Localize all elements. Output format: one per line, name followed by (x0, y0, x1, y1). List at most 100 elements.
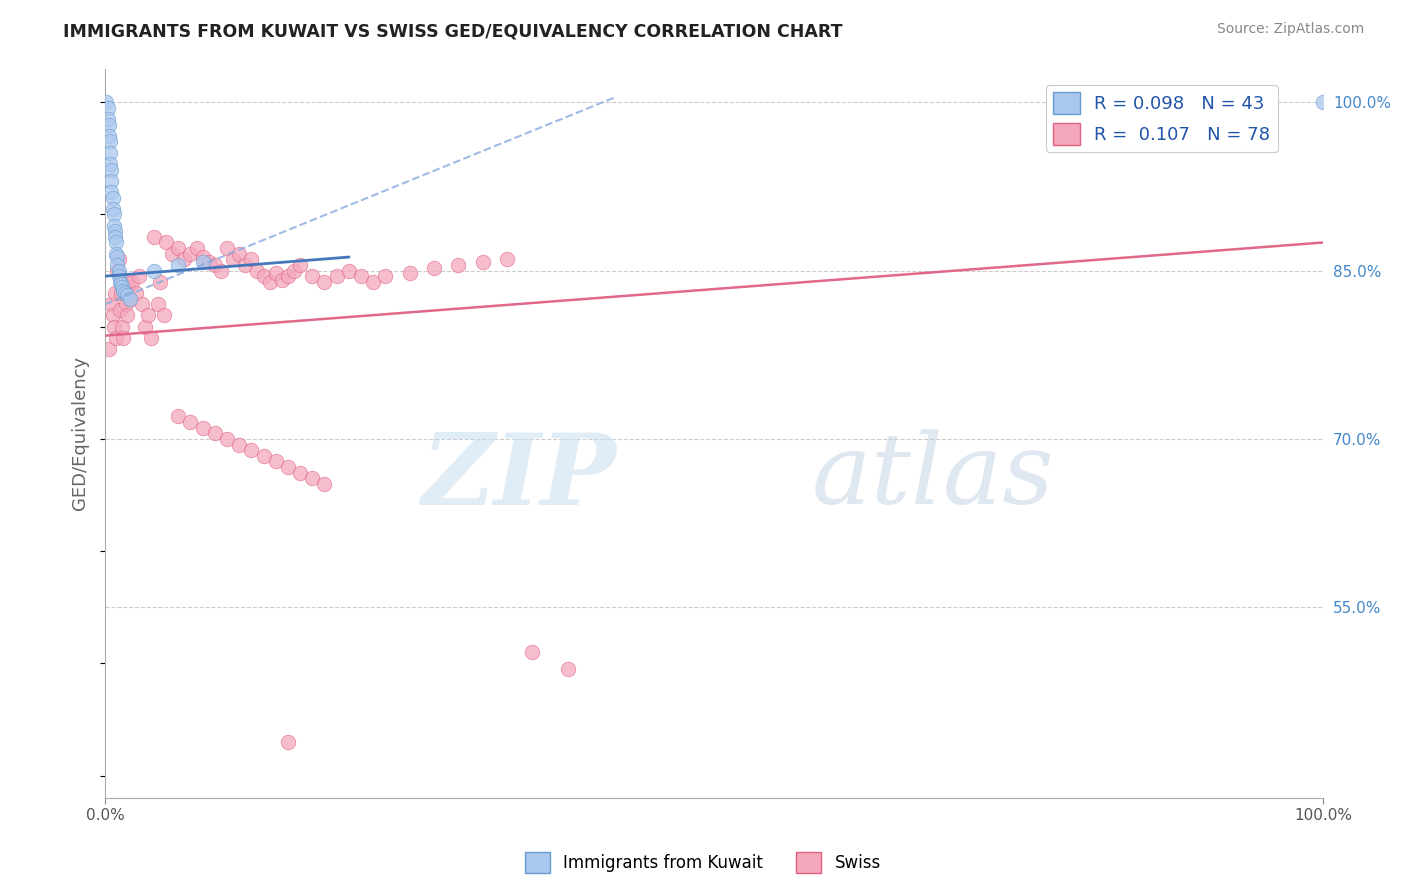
Point (131, 297, 153, 311)
Point (118, 292, 141, 306)
Point (277, 735, 299, 749)
Point (108, 275, 131, 289)
Point (100, 174, 122, 188)
Point (288, 466, 311, 480)
Point (167, 258, 190, 272)
Point (97, 118, 120, 132)
Point (301, 471, 323, 485)
Point (104, 230, 127, 244)
Point (398, 266, 420, 280)
Point (101, 191, 124, 205)
Point (111, 319, 134, 334)
Point (110, 285, 132, 300)
Point (149, 275, 172, 289)
Point (447, 258, 470, 272)
Point (101, 202, 124, 216)
Point (186, 241, 208, 255)
Point (107, 252, 129, 267)
Point (520, 645, 543, 659)
Point (115, 297, 138, 311)
Point (252, 269, 274, 284)
Point (105, 246, 128, 260)
Point (301, 269, 323, 284)
Point (117, 280, 139, 294)
Point (264, 454, 287, 468)
Point (1312, 95, 1334, 110)
Point (105, 263, 128, 277)
Point (252, 449, 274, 463)
Point (283, 263, 305, 277)
Text: ZIP: ZIP (422, 429, 617, 525)
Point (141, 331, 163, 345)
Point (288, 258, 311, 272)
Point (112, 331, 135, 345)
Point (314, 275, 336, 289)
Point (167, 241, 190, 255)
Point (134, 319, 156, 334)
Point (128, 269, 150, 284)
Point (215, 432, 238, 446)
Point (259, 275, 281, 289)
Point (173, 252, 195, 267)
Point (270, 272, 292, 286)
Text: Source: ZipAtlas.com: Source: ZipAtlas.com (1216, 22, 1364, 37)
Y-axis label: GED/Equivalency: GED/Equivalency (72, 356, 89, 510)
Point (361, 275, 384, 289)
Point (222, 252, 245, 267)
Point (105, 250, 128, 264)
Point (108, 302, 131, 317)
Point (179, 415, 201, 429)
Point (103, 319, 125, 334)
Point (246, 263, 269, 277)
Point (496, 252, 519, 267)
Point (118, 292, 141, 306)
Point (264, 266, 287, 280)
Point (240, 252, 263, 267)
Point (107, 269, 129, 284)
Point (98, 157, 121, 171)
Point (146, 297, 169, 311)
Point (124, 285, 146, 300)
Point (112, 284, 135, 298)
Point (136, 309, 159, 323)
Point (107, 263, 129, 277)
Point (105, 331, 128, 345)
Legend: R = 0.098   N = 43, R =  0.107   N = 78: R = 0.098 N = 43, R = 0.107 N = 78 (1046, 85, 1278, 153)
Point (97, 112, 120, 126)
Point (104, 285, 127, 300)
Point (114, 285, 136, 300)
Point (103, 219, 125, 233)
Point (191, 420, 214, 434)
Legend: Immigrants from Kuwait, Swiss: Immigrants from Kuwait, Swiss (519, 846, 887, 880)
Point (98, 145, 121, 160)
Point (97, 342, 120, 356)
Point (277, 460, 299, 475)
Point (155, 235, 177, 250)
Point (105, 258, 128, 272)
Point (101, 309, 124, 323)
Point (115, 288, 138, 302)
Point (233, 258, 256, 272)
Point (204, 258, 226, 272)
Point (179, 246, 201, 260)
Point (152, 309, 174, 323)
Point (100, 162, 122, 177)
Point (96, 95, 118, 110)
Point (110, 277, 132, 291)
Point (471, 254, 494, 268)
Point (167, 409, 190, 424)
Point (209, 263, 232, 277)
Point (100, 185, 122, 199)
Point (111, 280, 134, 294)
Point (423, 261, 446, 276)
Point (325, 269, 347, 284)
Point (191, 250, 214, 264)
Point (142, 263, 165, 277)
Point (557, 662, 579, 676)
Point (204, 426, 226, 441)
Point (374, 269, 396, 284)
Point (215, 241, 238, 255)
Point (100, 297, 122, 311)
Point (191, 254, 214, 268)
Point (121, 275, 143, 289)
